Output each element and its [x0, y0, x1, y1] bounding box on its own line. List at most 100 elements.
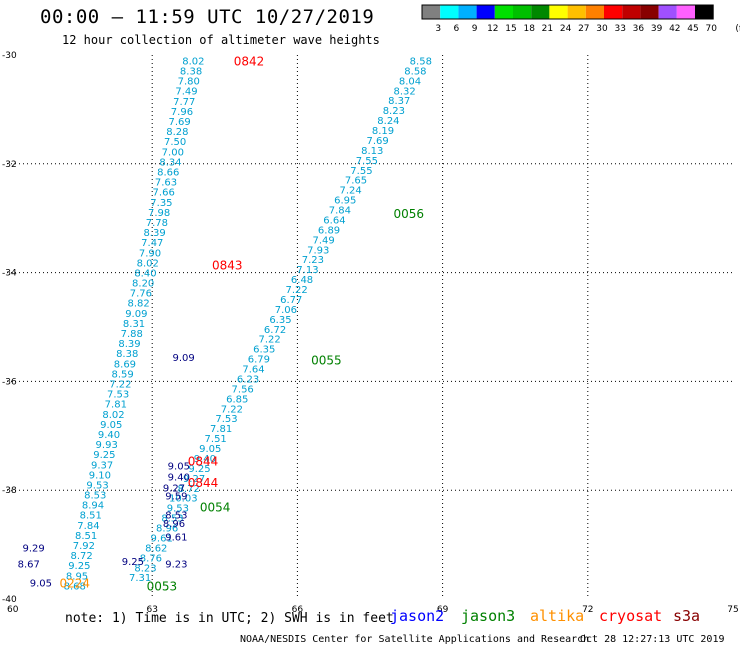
wave-height-value: 8.53: [84, 491, 106, 502]
wave-height-value: 9.61: [151, 533, 173, 544]
wave-height-value: 8.23: [383, 106, 405, 117]
wave-height-value: 8.59: [112, 369, 134, 380]
wave-height-value: 7.22: [259, 335, 281, 346]
wave-height-value: 10.03: [169, 494, 198, 505]
scale-swatch: [440, 5, 459, 19]
wave-height-value: 8.40: [134, 268, 156, 279]
wave-height-value: 8.72: [70, 551, 92, 562]
wave-height-value: 8.31: [123, 319, 145, 330]
wave-height-value: 6.35: [269, 315, 291, 326]
wave-height-value: 8.39: [143, 228, 165, 239]
wave-height-value: 8.62: [145, 543, 167, 554]
credit-text: NOAA/NESDIS Center for Satellite Applica…: [240, 634, 590, 645]
scale-swatch: [494, 5, 513, 19]
wave-height-value: 7.49: [175, 87, 197, 98]
wave-height-value: 9.25: [68, 561, 90, 572]
wave-height-value: 8.37: [388, 96, 410, 107]
scale-label: 6: [454, 24, 460, 34]
wave-height-value: 7.90: [139, 248, 161, 259]
scale-label: 21: [542, 24, 553, 34]
wave-height-value: 7.50: [164, 137, 186, 148]
wave-height-value: 7.00: [162, 147, 184, 158]
wave-height-value: 9.27: [163, 483, 185, 494]
page-title: 00:00 – 11:59 UTC 10/27/2019: [40, 6, 375, 28]
y-tick-label: -40: [2, 595, 17, 605]
pass-time-label: 0224: [59, 577, 90, 591]
pass-time-label: 0844: [188, 476, 219, 490]
wave-height-value: 8.58: [410, 56, 432, 67]
wave-height-value: 8.02: [102, 410, 124, 421]
wave-height-value: 8.38: [180, 67, 202, 78]
scale-label: 45: [687, 24, 698, 34]
wave-height-value: 6.85: [226, 394, 248, 405]
wave-height-value: 9.25: [122, 557, 144, 568]
wave-height-value: 7.93: [307, 245, 329, 256]
page-subtitle: 12 hour collection of altimeter wave hei…: [62, 33, 380, 47]
wave-height-value: 7.64: [242, 365, 264, 376]
timestamp-text: Oct 28 12:27:13 UTC 2019: [580, 634, 725, 645]
scale-swatch: [549, 5, 568, 19]
wave-height-value: 7.22: [221, 404, 243, 415]
wave-height-value: 8.39: [118, 339, 140, 350]
scale-label: 12: [487, 24, 498, 34]
wave-height-value: 7.47: [141, 238, 163, 249]
wave-height-value: 9.40: [98, 430, 120, 441]
wave-height-value: 7.69: [169, 117, 191, 128]
satellite-legend-jason3: jason3: [461, 607, 516, 625]
scale-label: 30: [596, 24, 608, 34]
scale-label: 39: [651, 24, 663, 34]
wave-height-value: 8.68: [64, 581, 86, 592]
wave-height-value: 9.05: [30, 579, 52, 590]
wave-height-value: 7.69: [366, 136, 388, 147]
wave-height-value: 6.48: [291, 275, 313, 286]
scale-swatch: [422, 5, 441, 19]
wave-height-value: 7.98: [148, 208, 170, 219]
wave-height-value: 8.69: [114, 359, 136, 370]
scale-swatch: [695, 5, 714, 19]
wave-height-value: 7.53: [107, 390, 129, 401]
wave-height-value: 8.20: [132, 279, 154, 290]
wave-height-value: 7.88: [121, 329, 143, 340]
pass-time-label: 0056: [393, 207, 424, 221]
wave-height-value: 8.66: [157, 167, 179, 178]
wave-height-value: 9.37: [91, 460, 113, 471]
wave-height-value: 9.05: [168, 462, 190, 473]
wave-height-value: 8.96: [156, 524, 178, 535]
wave-height-value: 8.34: [159, 157, 181, 168]
scale-label: (ft): [735, 24, 740, 34]
wave-height-value: 9.05: [100, 420, 122, 431]
wave-height-value: 7.92: [73, 541, 95, 552]
wave-height-value: 8.19: [372, 126, 394, 137]
wave-height-value: 9.29: [22, 543, 44, 554]
wave-height-value: 7.78: [146, 218, 168, 229]
y-tick-label: -34: [2, 269, 17, 279]
scale-swatch: [658, 5, 677, 19]
x-tick-label: 69: [437, 605, 449, 615]
scale-swatch: [604, 5, 623, 19]
wave-height-value: 7.76: [130, 289, 152, 300]
wave-height-value: 6.89: [318, 225, 340, 236]
scale-label: 3: [435, 24, 441, 34]
x-tick-label: 60: [7, 605, 19, 615]
wave-height-value: 7.65: [345, 176, 367, 187]
wave-height-value: 9.27: [183, 474, 205, 485]
scale-label: 18: [523, 24, 535, 34]
wave-height-value: 8.04: [399, 76, 421, 87]
satellite-legend-jason2: jason2: [390, 607, 445, 625]
wave-height-value: 6.95: [334, 196, 356, 207]
wave-height-value: 7.55: [350, 166, 372, 177]
wave-height-value: 7.96: [171, 107, 193, 118]
wave-height-value: 8.82: [127, 299, 149, 310]
wave-height-value: 7.55: [356, 156, 378, 167]
wave-height-value: 9.40: [168, 473, 190, 484]
pass-time-label: 0842: [234, 54, 265, 68]
wave-height-value: 7.56: [232, 384, 254, 395]
satellite-legend-cryosat: cryosat: [599, 607, 663, 625]
pass-time-label: 0843: [212, 258, 243, 272]
wave-height-value: 8.58: [404, 66, 426, 77]
wave-height-value: 7.77: [173, 97, 195, 108]
x-tick-label: 75: [727, 605, 738, 615]
wave-height-value: 7.22: [109, 379, 131, 390]
